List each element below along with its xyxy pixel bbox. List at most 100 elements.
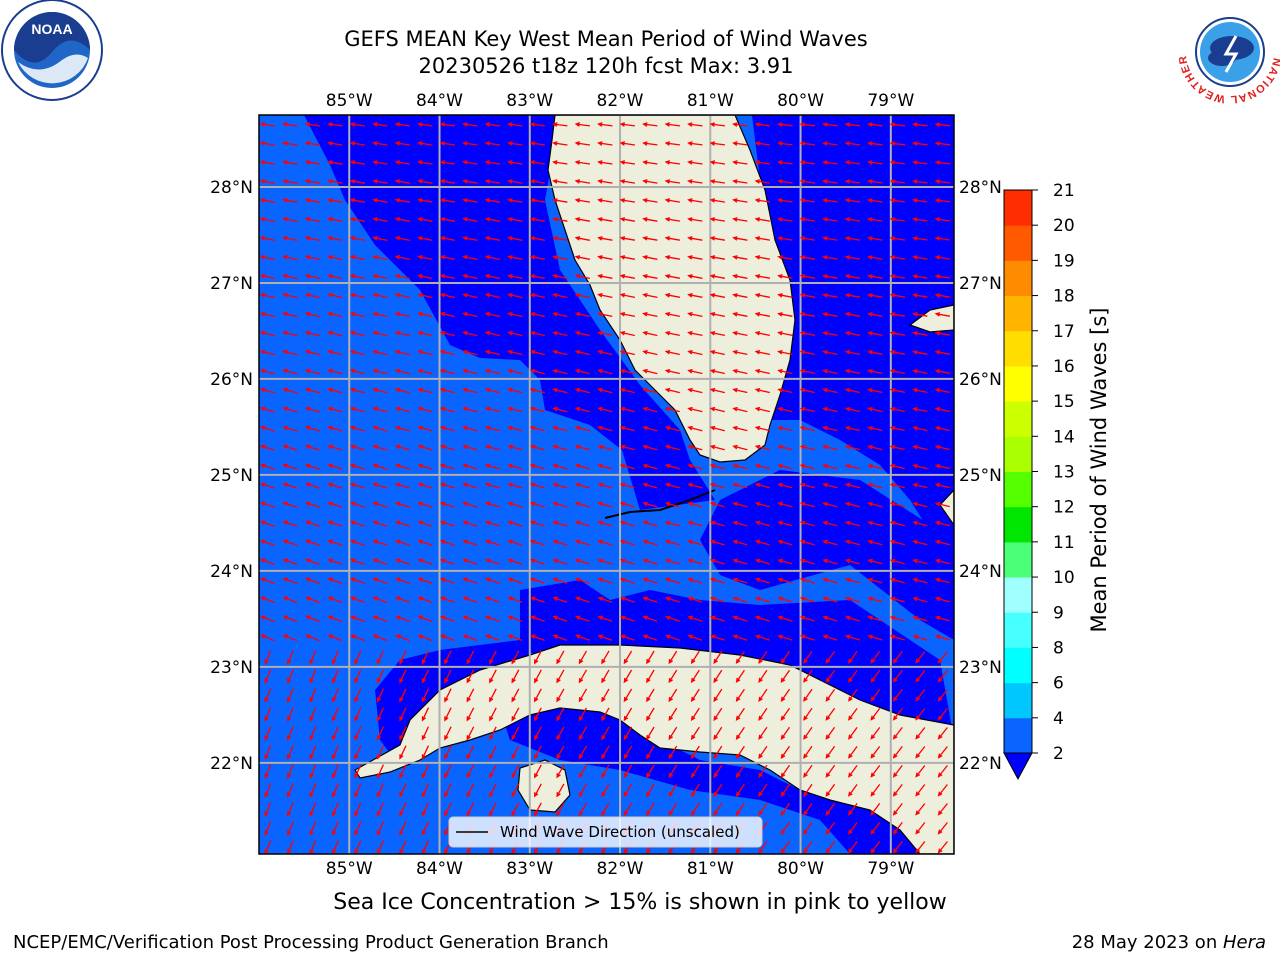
wind-wave-arrow: [735, 669, 745, 684]
wind-wave-arrow: [331, 650, 339, 665]
wind-wave-arrow: [304, 160, 321, 165]
footer-left: NCEP/EMC/Verification Post Processing Pr…: [13, 932, 609, 953]
wind-wave-arrow: [619, 141, 635, 146]
wind-wave-arrow: [844, 539, 860, 546]
wind-wave-arrow: [439, 179, 456, 184]
wind-wave-arrow: [327, 254, 343, 261]
wind-wave-arrow: [889, 122, 906, 127]
wind-wave-arrow: [934, 520, 950, 527]
wind-wave-arrow: [574, 463, 590, 470]
wind-wave-arrow: [867, 198, 883, 203]
wind-wave-arrow: [687, 217, 703, 222]
wind-wave-arrow: [664, 311, 681, 318]
wind-wave-arrow: [934, 217, 950, 222]
wind-wave-arrow: [466, 688, 475, 703]
wind-wave-arrow: [915, 765, 926, 778]
wind-wave-arrow: [439, 141, 455, 146]
colorbar-tick-label: 4: [1053, 709, 1064, 729]
wind-wave-arrow: [867, 482, 883, 489]
wind-wave-arrow: [395, 558, 410, 565]
wind-wave-arrow: [507, 425, 523, 432]
wind-wave-arrow: [754, 179, 770, 184]
wind-wave-arrow: [350, 577, 365, 585]
wind-wave-arrow: [821, 122, 838, 127]
wind-wave-arrow: [642, 577, 658, 584]
wind-wave-arrow: [462, 577, 478, 584]
nws-logo: NATIONAL WEATHER SERVICE: [0, 0, 1280, 105]
wind-wave-arrow: [578, 669, 588, 684]
wind-wave-arrow: [915, 651, 926, 664]
colorbar-tick-label: 2: [1053, 744, 1064, 764]
wind-wave-arrow: [556, 802, 565, 817]
wind-wave-arrow: [417, 254, 433, 261]
wind-wave-arrow: [623, 669, 633, 684]
wind-wave-arrow: [309, 783, 317, 798]
wind-wave-arrow: [642, 539, 658, 546]
wind-wave-arrow: [915, 727, 926, 740]
land-isle-of-youth: [517, 759, 571, 813]
wind-wave-arrow: [844, 160, 860, 165]
wind-wave-arrow: [574, 368, 590, 375]
wind-wave-arrow: [777, 387, 793, 394]
wind-wave-arrow: [439, 501, 455, 508]
wind-wave-arrow: [574, 501, 590, 508]
wind-wave-arrow: [349, 463, 365, 470]
wind-wave-arrow: [574, 425, 590, 432]
wind-wave-arrow: [552, 406, 568, 413]
wind-wave-arrow: [394, 311, 410, 318]
wind-wave-arrow: [642, 406, 658, 413]
wind-wave-arrow: [867, 444, 883, 451]
wind-wave-arrow: [777, 179, 793, 184]
wind-wave-arrow: [574, 349, 590, 356]
wind-wave-arrow: [444, 745, 452, 760]
wind-wave-arrow: [889, 274, 906, 279]
wind-wave-arrow: [304, 254, 320, 261]
wind-wave-arrow: [822, 501, 838, 508]
wind-wave-arrow: [758, 764, 768, 779]
wind-wave-arrow: [282, 368, 298, 375]
wind-wave-arrow: [690, 745, 700, 760]
wind-wave-arrow: [484, 292, 500, 299]
wind-wave-arrow: [754, 274, 771, 279]
wind-wave-arrow: [844, 217, 860, 222]
wind-wave-arrow: [915, 784, 926, 797]
wind-wave-arrow: [825, 669, 836, 683]
wind-wave-arrow: [646, 802, 655, 817]
wind-wave-arrow: [552, 482, 568, 489]
svg-text:NATIONAL WEATHER SERVICE: NATIONAL WEATHER SERVICE: [0, 0, 1280, 105]
wind-wave-arrow: [601, 802, 610, 817]
wind-wave-arrow: [844, 179, 860, 184]
wind-wave-arrow: [937, 841, 948, 854]
wind-wave-arrow: [870, 784, 881, 797]
wind-wave-arrow: [777, 558, 793, 565]
wind-wave-arrow: [399, 821, 407, 836]
wind-wave-arrow: [777, 236, 793, 241]
wind-wave-arrow: [439, 482, 455, 489]
wind-wave-arrow: [601, 707, 610, 722]
wind-wave-arrow: [507, 539, 523, 546]
wind-wave-arrow: [934, 444, 950, 451]
wind-wave-arrow: [735, 688, 745, 703]
wind-wave-arrow: [399, 707, 407, 722]
wind-wave-arrow: [259, 179, 276, 184]
wind-wave-arrow: [462, 273, 478, 280]
wind-wave-arrow: [709, 482, 725, 489]
wind-wave-arrow: [732, 179, 748, 184]
wind-wave-arrow: [394, 141, 411, 146]
wind-wave-arrow: [489, 764, 497, 779]
wind-wave-arrow: [690, 650, 700, 665]
region-cuba-south: [500, 705, 930, 854]
wind-wave-arrow: [349, 179, 366, 184]
wind-wave-arrow: [870, 651, 881, 664]
wind-wave-arrow: [376, 707, 384, 722]
wind-wave-arrow: [574, 406, 590, 413]
wind-wave-arrow: [912, 482, 928, 489]
wind-wave-arrow: [395, 634, 410, 642]
wind-wave-arrow: [259, 425, 275, 432]
wind-wave-arrow: [534, 707, 542, 722]
wind-wave-arrow: [732, 217, 748, 222]
wind-wave-arrow: [489, 802, 497, 817]
lat-tick-left: 27°N: [210, 274, 253, 294]
wind-wave-arrow: [484, 634, 500, 642]
wind-wave-arrow: [758, 802, 768, 817]
